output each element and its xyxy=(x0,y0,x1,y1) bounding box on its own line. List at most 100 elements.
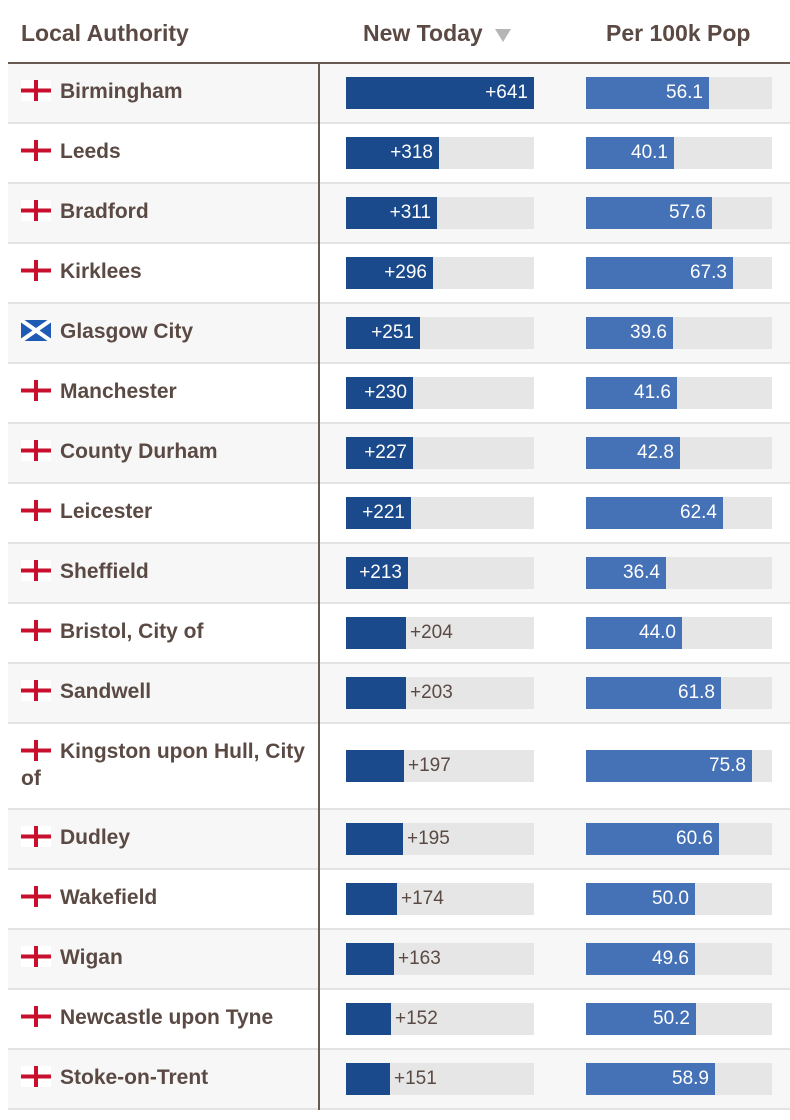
new-today-bar-track: +174 xyxy=(346,883,534,915)
per-100k-value: 56.1 xyxy=(666,82,703,103)
new-today-bar-track: +197 xyxy=(346,750,534,782)
new-today-value: +152 xyxy=(395,1008,438,1029)
per-100k-bar xyxy=(586,317,673,349)
new-today-bar xyxy=(346,437,413,469)
new-today-bar xyxy=(346,617,406,649)
england-flag-icon xyxy=(21,380,51,401)
new-today-value: +251 xyxy=(371,322,414,343)
per-100k-value: 67.3 xyxy=(690,262,727,283)
per-100k-bar xyxy=(586,197,712,229)
new-today-bar-track: +318 xyxy=(346,137,534,169)
table-row: Dudley +195 60.6 xyxy=(8,810,790,870)
new-today-bar-track: +152 xyxy=(346,1003,534,1035)
authority-name: Bradford xyxy=(21,198,306,225)
per-100k-bar-track: 50.2 xyxy=(586,1003,772,1035)
table-row: Kingston upon Hull, City of +197 75.8 xyxy=(8,724,790,810)
table-row: Kirklees +296 67.3 xyxy=(8,244,790,304)
per-100k-value: 62.4 xyxy=(680,502,717,523)
per-100k-value: 36.4 xyxy=(623,562,660,583)
authority-name: Sandwell xyxy=(21,678,306,705)
authority-name-text: Wigan xyxy=(60,946,123,969)
england-flag-icon xyxy=(21,500,51,521)
new-today-value: +318 xyxy=(390,142,433,163)
column-divider xyxy=(318,64,320,1110)
column-header-label: Per 100k Pop xyxy=(606,20,751,46)
authority-name: Glasgow City xyxy=(21,318,306,345)
table-body: Birmingham +641 56.1 Leeds +318 40.1 Bradford +… xyxy=(8,64,790,1110)
table-row: Wakefield +174 50.0 xyxy=(8,870,790,930)
authority-name-text: Sandwell xyxy=(60,680,152,703)
authority-name: Wakefield xyxy=(21,884,306,911)
per-100k-value: 41.6 xyxy=(634,382,671,403)
column-header-per-100k[interactable]: Per 100k Pop xyxy=(606,0,750,62)
table-row: Sheffield +213 36.4 xyxy=(8,544,790,604)
per-100k-bar xyxy=(586,77,709,109)
new-today-bar-track: +641 xyxy=(346,77,534,109)
new-today-bar xyxy=(346,197,437,229)
new-today-value: +203 xyxy=(410,682,453,703)
per-100k-bar xyxy=(586,1063,715,1095)
new-today-value: +174 xyxy=(401,888,444,909)
per-100k-bar xyxy=(586,257,733,289)
sort-descending-triangle-icon[interactable] xyxy=(494,29,511,42)
new-today-bar xyxy=(346,257,433,289)
new-today-bar-track: +203 xyxy=(346,677,534,709)
per-100k-value: 50.0 xyxy=(652,888,689,909)
england-flag-icon xyxy=(21,440,51,461)
per-100k-bar-track: 50.0 xyxy=(586,883,772,915)
authority-name: Dudley xyxy=(21,824,306,851)
per-100k-bar-track: 39.6 xyxy=(586,317,772,349)
new-today-bar xyxy=(346,823,403,855)
per-100k-bar xyxy=(586,617,682,649)
per-100k-bar xyxy=(586,677,721,709)
authority-name-text: Stoke-on-Trent xyxy=(60,1066,209,1089)
new-today-bar-track: +213 xyxy=(346,557,534,589)
per-100k-bar xyxy=(586,137,674,169)
new-today-value: +163 xyxy=(398,948,441,969)
per-100k-value: 57.6 xyxy=(669,202,706,223)
column-header-local-authority[interactable]: Local Authority xyxy=(21,0,189,62)
per-100k-bar-track: 57.6 xyxy=(586,197,772,229)
new-today-value: +227 xyxy=(364,442,407,463)
per-100k-value: 42.8 xyxy=(637,442,674,463)
per-100k-bar xyxy=(586,1003,696,1035)
authority-name-text: Glasgow City xyxy=(60,320,194,343)
england-flag-icon xyxy=(21,80,51,101)
per-100k-bar xyxy=(586,377,677,409)
new-today-value: +204 xyxy=(410,622,453,643)
new-today-bar xyxy=(346,77,534,109)
new-today-value: +221 xyxy=(362,502,405,523)
england-flag-icon xyxy=(21,200,51,221)
authority-name-text: Kirklees xyxy=(60,260,142,283)
new-today-bar xyxy=(346,1063,390,1095)
table-row: Manchester +230 41.6 xyxy=(8,364,790,424)
per-100k-value: 50.2 xyxy=(653,1008,690,1029)
per-100k-bar-track: 49.6 xyxy=(586,943,772,975)
new-today-bar-track: +296 xyxy=(346,257,534,289)
authority-name-text: Kingston upon Hull, City of xyxy=(21,740,305,790)
table-row: Wigan +163 49.6 xyxy=(8,930,790,990)
new-today-bar xyxy=(346,1003,391,1035)
new-today-bar xyxy=(346,943,394,975)
england-flag-icon xyxy=(21,826,51,847)
england-flag-icon xyxy=(21,560,51,581)
table-row: County Durham +227 42.8 xyxy=(8,424,790,484)
per-100k-bar-track: 42.8 xyxy=(586,437,772,469)
column-header-new-today[interactable]: New Today xyxy=(363,0,511,62)
authority-name: Birmingham xyxy=(21,78,306,105)
table-row: Birmingham +641 56.1 xyxy=(8,64,790,124)
authority-name: Leeds xyxy=(21,138,306,165)
per-100k-bar xyxy=(586,823,719,855)
authority-name-text: Birmingham xyxy=(60,80,183,103)
per-100k-bar-track: 58.9 xyxy=(586,1063,772,1095)
new-today-bar-track: +230 xyxy=(346,377,534,409)
new-today-bar-track: +251 xyxy=(346,317,534,349)
england-flag-icon xyxy=(21,1006,51,1027)
new-today-bar-track: +311 xyxy=(346,197,534,229)
authority-name-text: Dudley xyxy=(60,826,131,849)
new-today-value: +151 xyxy=(394,1068,437,1089)
table-row: Sandwell +203 61.8 xyxy=(8,664,790,724)
new-today-value: +197 xyxy=(408,755,451,776)
authority-name-text: Leicester xyxy=(60,500,153,523)
new-today-bar xyxy=(346,497,411,529)
